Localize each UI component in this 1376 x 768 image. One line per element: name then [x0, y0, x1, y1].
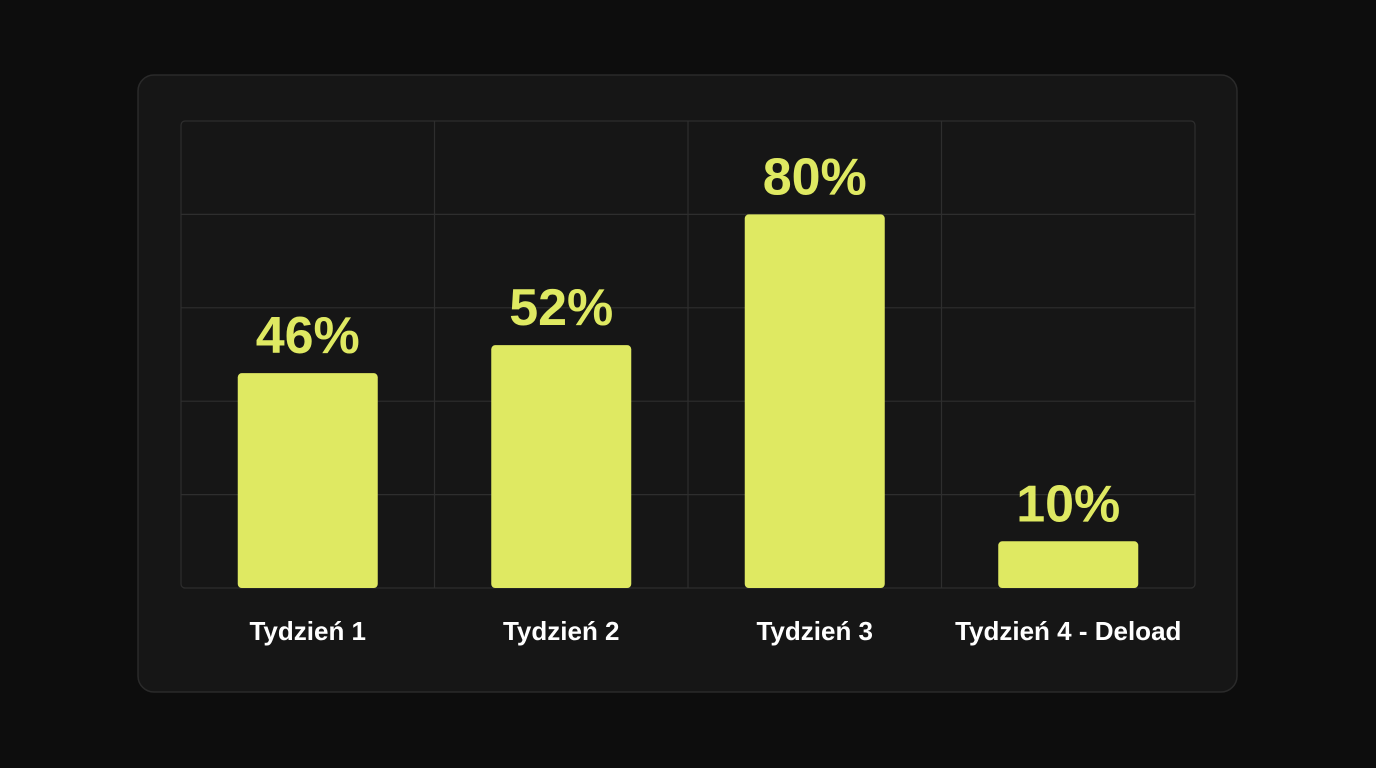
value-label: 10% [1016, 475, 1120, 533]
value-label: 46% [256, 307, 360, 365]
bar [491, 345, 632, 588]
x-tick-label: Tydzień 4 - Deload [955, 616, 1181, 646]
bar [744, 214, 885, 588]
value-label: 52% [509, 279, 613, 337]
value-label: 80% [763, 148, 867, 206]
bar [237, 373, 378, 588]
x-tick-label: Tydzień 1 [249, 616, 366, 646]
x-tick-label: Tydzień 3 [756, 616, 873, 646]
bar [998, 541, 1139, 588]
x-tick-label: Tydzień 2 [503, 616, 620, 646]
